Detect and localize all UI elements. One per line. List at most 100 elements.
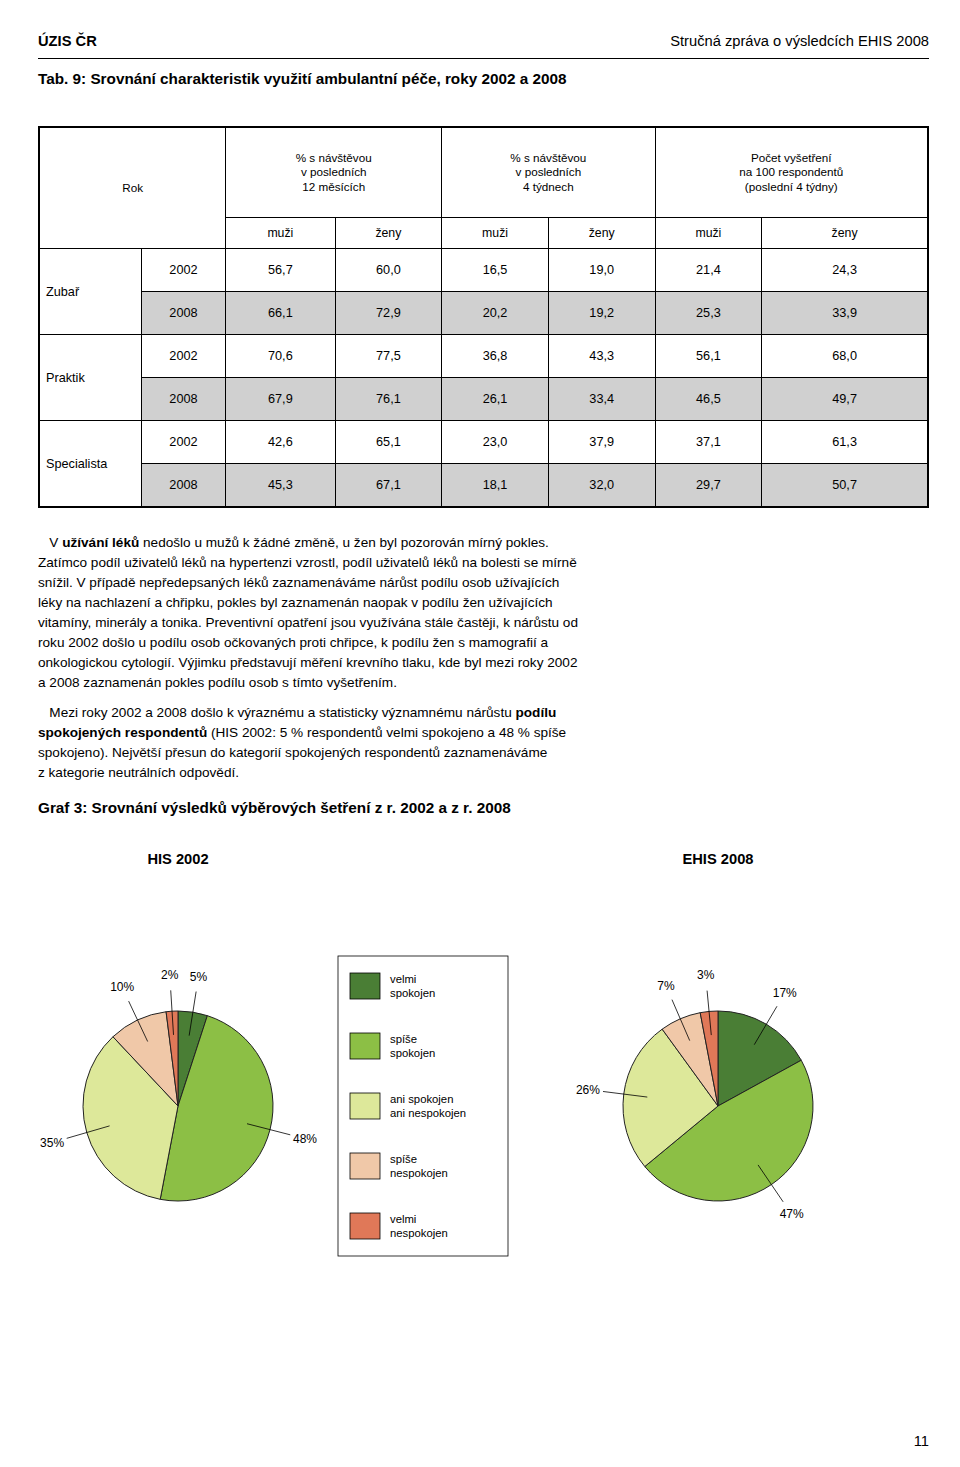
table-cell: 29,7 (655, 464, 762, 508)
legend-swatch (350, 1153, 380, 1179)
paragraph: V užívání léků nedošlo u mužů k žádné zm… (38, 533, 929, 693)
leader-line (67, 1126, 110, 1138)
data-label: 7% (657, 979, 675, 993)
data-label: 26% (576, 1083, 600, 1097)
text-line: onkologickou cytologií. Výjimku představ… (38, 653, 929, 673)
pie-chart: EHIS 200817%47%26%7%3% (576, 851, 813, 1221)
pie-slice (700, 1011, 718, 1106)
table-cell: 70,6 (226, 335, 335, 378)
plain-text: (HIS 2002: 5 % respondentů velmi spokoje… (207, 725, 566, 740)
table-cell: 19,2 (548, 292, 655, 335)
legend-label-line: nespokojen (390, 1167, 448, 1179)
table-head: Rok% s návštěvou v posledních 12 měsícíc… (39, 127, 928, 249)
legend-swatch (350, 1033, 380, 1059)
table-cell: 46,5 (655, 378, 762, 421)
table-cell: 33,4 (548, 378, 655, 421)
legend-label: ani spokojen ani nespokojen (390, 1093, 466, 1119)
page-header: ÚZIS ČRStručná zpráva o výsledcích EHIS … (38, 26, 929, 56)
leader-line (707, 991, 711, 1035)
column-subheader: ženy (335, 218, 442, 249)
leader-line (603, 1091, 647, 1097)
table-cell: 37,9 (548, 421, 655, 464)
table-row: Specialista200242,665,123,037,937,161,3 (39, 421, 928, 464)
text-line: Mezi roky 2002 a 2008 došlo k výraznému … (38, 703, 929, 723)
table-cell: 45,3 (226, 464, 335, 508)
table-cell: 65,1 (335, 421, 442, 464)
legend-swatch (350, 1093, 380, 1119)
text-line: snížil. V případě nepředepsaných léků za… (38, 573, 929, 593)
table-cell: 61,3 (762, 421, 928, 464)
leader-line (247, 1124, 290, 1135)
bold-text: podílu (516, 705, 557, 720)
table-cell: 20,2 (442, 292, 549, 335)
table-header-row: Rok% s návštěvou v posledních 12 měsícíc… (39, 127, 928, 218)
row-year: 2002 (141, 249, 225, 292)
table-cell: 68,0 (762, 335, 928, 378)
table-title: Tab. 9: Srovnání charakteristik využití … (38, 70, 929, 88)
plain-text: V (38, 535, 62, 550)
column-subheader: muži (655, 218, 762, 249)
table-cell: 43,3 (548, 335, 655, 378)
plain-text: nedošlo u mužů k žádné změně, u žen byl … (139, 535, 549, 550)
plain-text: léky na nachlazení a chřipku, pokles byl… (38, 595, 553, 610)
bold-text: užívání léků (62, 535, 139, 550)
table-cell: 60,0 (335, 249, 442, 292)
table-cell: 32,0 (548, 464, 655, 508)
text-line: roku 2002 došlo u podílu osob očkovaných… (38, 633, 929, 653)
table-cell: 72,9 (335, 292, 442, 335)
table-cell: 56,7 (226, 249, 335, 292)
table-cell: 18,1 (442, 464, 549, 508)
row-label: Praktik (39, 335, 141, 421)
legend-label-line: spíše (390, 1153, 417, 1165)
table-cell: 16,5 (442, 249, 549, 292)
table-cell: 19,0 (548, 249, 655, 292)
plain-text: vitamíny, minerály a tonika. Preventivní… (38, 615, 578, 630)
pie-title: EHIS 2008 (682, 851, 753, 867)
legend: velmispokojenspíšespokojenani spokojenan… (338, 956, 508, 1256)
table-row: 200867,976,126,133,446,549,7 (39, 378, 928, 421)
leader-line (672, 1000, 690, 1041)
column-group-header: % s návštěvou v posledních 12 měsících (226, 127, 442, 218)
legend-label-line: spokojen (390, 987, 435, 999)
row-year: 2008 (141, 378, 225, 421)
table-cell: 37,1 (655, 421, 762, 464)
data-label: 17% (773, 986, 797, 1000)
table-body: Zubař200256,760,016,519,021,424,3200866,… (39, 249, 928, 508)
page-number: 11 (914, 1433, 929, 1449)
row-year: 2002 (141, 421, 225, 464)
data-label: 35% (40, 1136, 64, 1150)
table-cell: 25,3 (655, 292, 762, 335)
legend-frame (338, 956, 508, 1256)
row-label: Specialista (39, 421, 141, 508)
text-line: spokojených respondentů (HIS 2002: 5 % r… (38, 723, 929, 743)
table-cell: 66,1 (226, 292, 335, 335)
column-subheader: muži (226, 218, 335, 249)
header-right: Stručná zpráva o výsledcích EHIS 2008 (670, 33, 929, 49)
plain-text: a 2008 zaznamenán pokles podílu osob s t… (38, 675, 397, 690)
row-year: 2002 (141, 335, 225, 378)
table-cell: 36,8 (442, 335, 549, 378)
table-cell: 42,6 (226, 421, 335, 464)
pie-slice (113, 1012, 178, 1106)
legend-label: velmispokojen (390, 973, 435, 999)
text-line: spokojeno). Největší přesun do kategorií… (38, 743, 929, 763)
figure-title: Graf 3: Srovnání výsledků výběrových šet… (38, 799, 929, 819)
legend-label-line: velmi (390, 1213, 416, 1225)
table-cell: 76,1 (335, 378, 442, 421)
legend-label-line: ani spokojen (390, 1093, 453, 1105)
plain-text: spokojeno). Největší přesun do kategorií… (38, 745, 547, 760)
table-cell: 67,1 (335, 464, 442, 508)
data-label: 47% (780, 1207, 804, 1221)
text-line: V užívání léků nedošlo u mužů k žádné zm… (38, 533, 929, 553)
table-corner: Rok (39, 127, 226, 249)
legend-label-line: ani nespokojen (390, 1107, 466, 1119)
text-line: léky na nachlazení a chřipku, pokles byl… (38, 593, 929, 613)
data-label: 2% (161, 968, 179, 982)
pie-charts: HIS 20025%48%35%10%2%velmispokojenspíšes… (38, 846, 929, 1373)
legend-label: spíšespokojen (390, 1033, 435, 1059)
data-label: 5% (190, 970, 208, 984)
bold-text: spokojených respondentů (38, 725, 207, 740)
data-table: Rok% s návštěvou v posledních 12 měsícíc… (38, 126, 929, 508)
leader-line (171, 990, 174, 1035)
pie-slice (166, 1011, 178, 1106)
